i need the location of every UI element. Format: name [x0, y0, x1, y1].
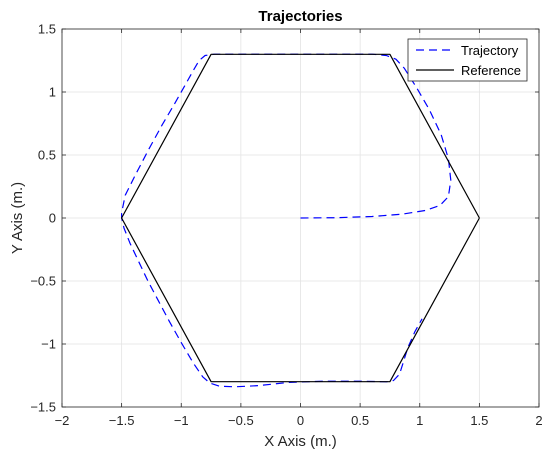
- x-axis-label: X Axis (m.): [264, 433, 337, 450]
- x-tick-label: −2: [55, 413, 70, 428]
- x-tick-label: 0: [297, 413, 304, 428]
- legend-box: [407, 38, 528, 82]
- series-layer: [120, 53, 480, 388]
- legend-trajectory-label: Trajectory: [461, 43, 519, 58]
- y-tick-label: 0.5: [38, 148, 56, 163]
- x-tick-label: −0.5: [228, 413, 254, 428]
- chart-title: Trajectories: [258, 8, 342, 25]
- y-tick-label: 1.5: [38, 22, 56, 37]
- x-tick-label: −1.5: [109, 413, 135, 428]
- x-tick-label: 1: [416, 413, 423, 428]
- y-tick-label: 0: [49, 211, 56, 226]
- y-tick-label: 1: [49, 85, 56, 100]
- x-tick-label: 1.5: [470, 413, 488, 428]
- y-tick-label: −0.5: [30, 274, 56, 289]
- y-tick-label: −1.5: [30, 400, 56, 415]
- ticks: −2 −1.5 −1 −0.5 0 0.5 1 1.5 2−1.5−1−0.500.511.5: [30, 22, 542, 429]
- x-tick-label: 2: [535, 413, 542, 428]
- legend-reference-label: Reference: [461, 63, 521, 78]
- y-axis-label: Y Axis (m.): [9, 182, 26, 254]
- legend: Trajectory Reference: [407, 38, 528, 82]
- y-tick-label: −1: [41, 337, 56, 352]
- x-tick-label: 0.5: [351, 413, 369, 428]
- x-tick-label: −1: [174, 413, 189, 428]
- series-line-reference: [120, 53, 480, 383]
